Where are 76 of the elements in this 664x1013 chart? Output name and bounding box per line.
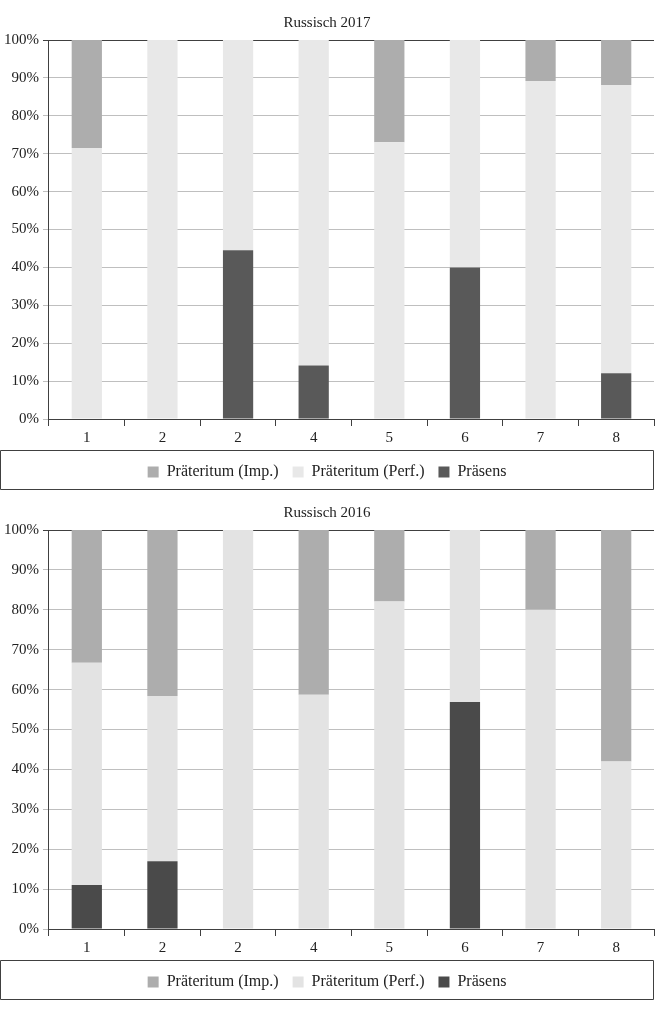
bar	[222, 530, 254, 929]
bar	[222, 40, 254, 251]
legend-label: Präteritum (Perf.)	[311, 972, 425, 991]
y-tick-label: 60%	[11, 680, 39, 697]
bar	[449, 40, 481, 268]
y-tick-label: 100%	[4, 520, 39, 537]
x-tick-label: 5	[385, 428, 394, 445]
x-tick-label: 2	[234, 938, 242, 955]
y-tick-label: 40%	[11, 258, 39, 275]
bar	[525, 80, 556, 419]
bar	[147, 530, 178, 696]
x-tick-label: 6	[461, 428, 470, 445]
y-tick-label: 70%	[11, 640, 39, 657]
legend-label: Präteritum (Imp.)	[166, 972, 279, 991]
legend-label: Präteritum (Perf.)	[311, 462, 425, 481]
x-tick-label: 1	[83, 938, 91, 955]
legend-label: Präsens	[457, 972, 507, 990]
x-tick-label: 4	[309, 428, 318, 445]
bar	[601, 373, 632, 419]
bar	[374, 40, 405, 143]
y-tick-label: 90%	[11, 68, 39, 85]
bar	[298, 365, 329, 419]
legend-label: Präteritum (Imp.)	[166, 462, 279, 481]
bar	[525, 40, 556, 81]
y-tick-label: 20%	[11, 334, 39, 351]
y-tick-label: 10%	[11, 880, 39, 897]
x-tick-label: 1	[83, 428, 91, 445]
x-tick-label: 2	[158, 428, 167, 445]
chart-title: Russisch 2016	[283, 503, 372, 520]
y-tick-label: 20%	[11, 840, 39, 857]
y-tick-label: 30%	[11, 296, 39, 313]
y-tick-label: 90%	[11, 560, 39, 577]
y-tick-label: 80%	[11, 106, 39, 123]
y-tick-label: 50%	[11, 220, 39, 237]
x-tick-label: 8	[612, 428, 620, 445]
y-tick-label: 80%	[11, 600, 39, 617]
bar	[374, 530, 405, 602]
x-tick-label: 2	[234, 428, 242, 445]
bar	[449, 267, 481, 419]
x-tick-label: 5	[385, 938, 394, 955]
bar	[374, 142, 405, 419]
bar	[298, 530, 329, 695]
bar	[525, 609, 556, 929]
bar	[298, 694, 329, 929]
bar	[525, 530, 556, 610]
x-tick-label: 6	[461, 938, 470, 955]
y-tick-label: 10%	[11, 372, 39, 389]
y-tick-label: 50%	[11, 720, 39, 737]
y-tick-label: 0%	[19, 409, 39, 426]
bar	[601, 40, 632, 86]
bar	[147, 695, 178, 862]
x-tick-label: 2	[158, 938, 167, 955]
bar	[222, 250, 254, 419]
x-tick-label: 4	[309, 938, 318, 955]
bar	[374, 601, 405, 929]
bar	[601, 85, 632, 374]
bar	[71, 148, 102, 419]
x-tick-label: 7	[536, 428, 545, 445]
bar	[71, 40, 102, 149]
y-tick-label: 40%	[11, 760, 39, 777]
y-tick-label: 30%	[11, 800, 39, 817]
bar	[449, 530, 481, 702]
bar	[601, 761, 632, 929]
bar	[298, 40, 329, 366]
x-tick-label: 7	[536, 938, 545, 955]
y-tick-label: 100%	[4, 30, 39, 47]
bar	[147, 40, 178, 419]
legend-label: Präsens	[457, 462, 507, 480]
bar	[71, 662, 102, 886]
bar	[71, 530, 102, 663]
y-tick-label: 60%	[11, 182, 39, 199]
y-tick-label: 0%	[19, 919, 39, 936]
chart-title: Russisch 2017	[283, 13, 372, 30]
x-tick-label: 8	[612, 938, 620, 955]
y-tick-label: 70%	[11, 144, 39, 161]
bar	[601, 530, 632, 762]
